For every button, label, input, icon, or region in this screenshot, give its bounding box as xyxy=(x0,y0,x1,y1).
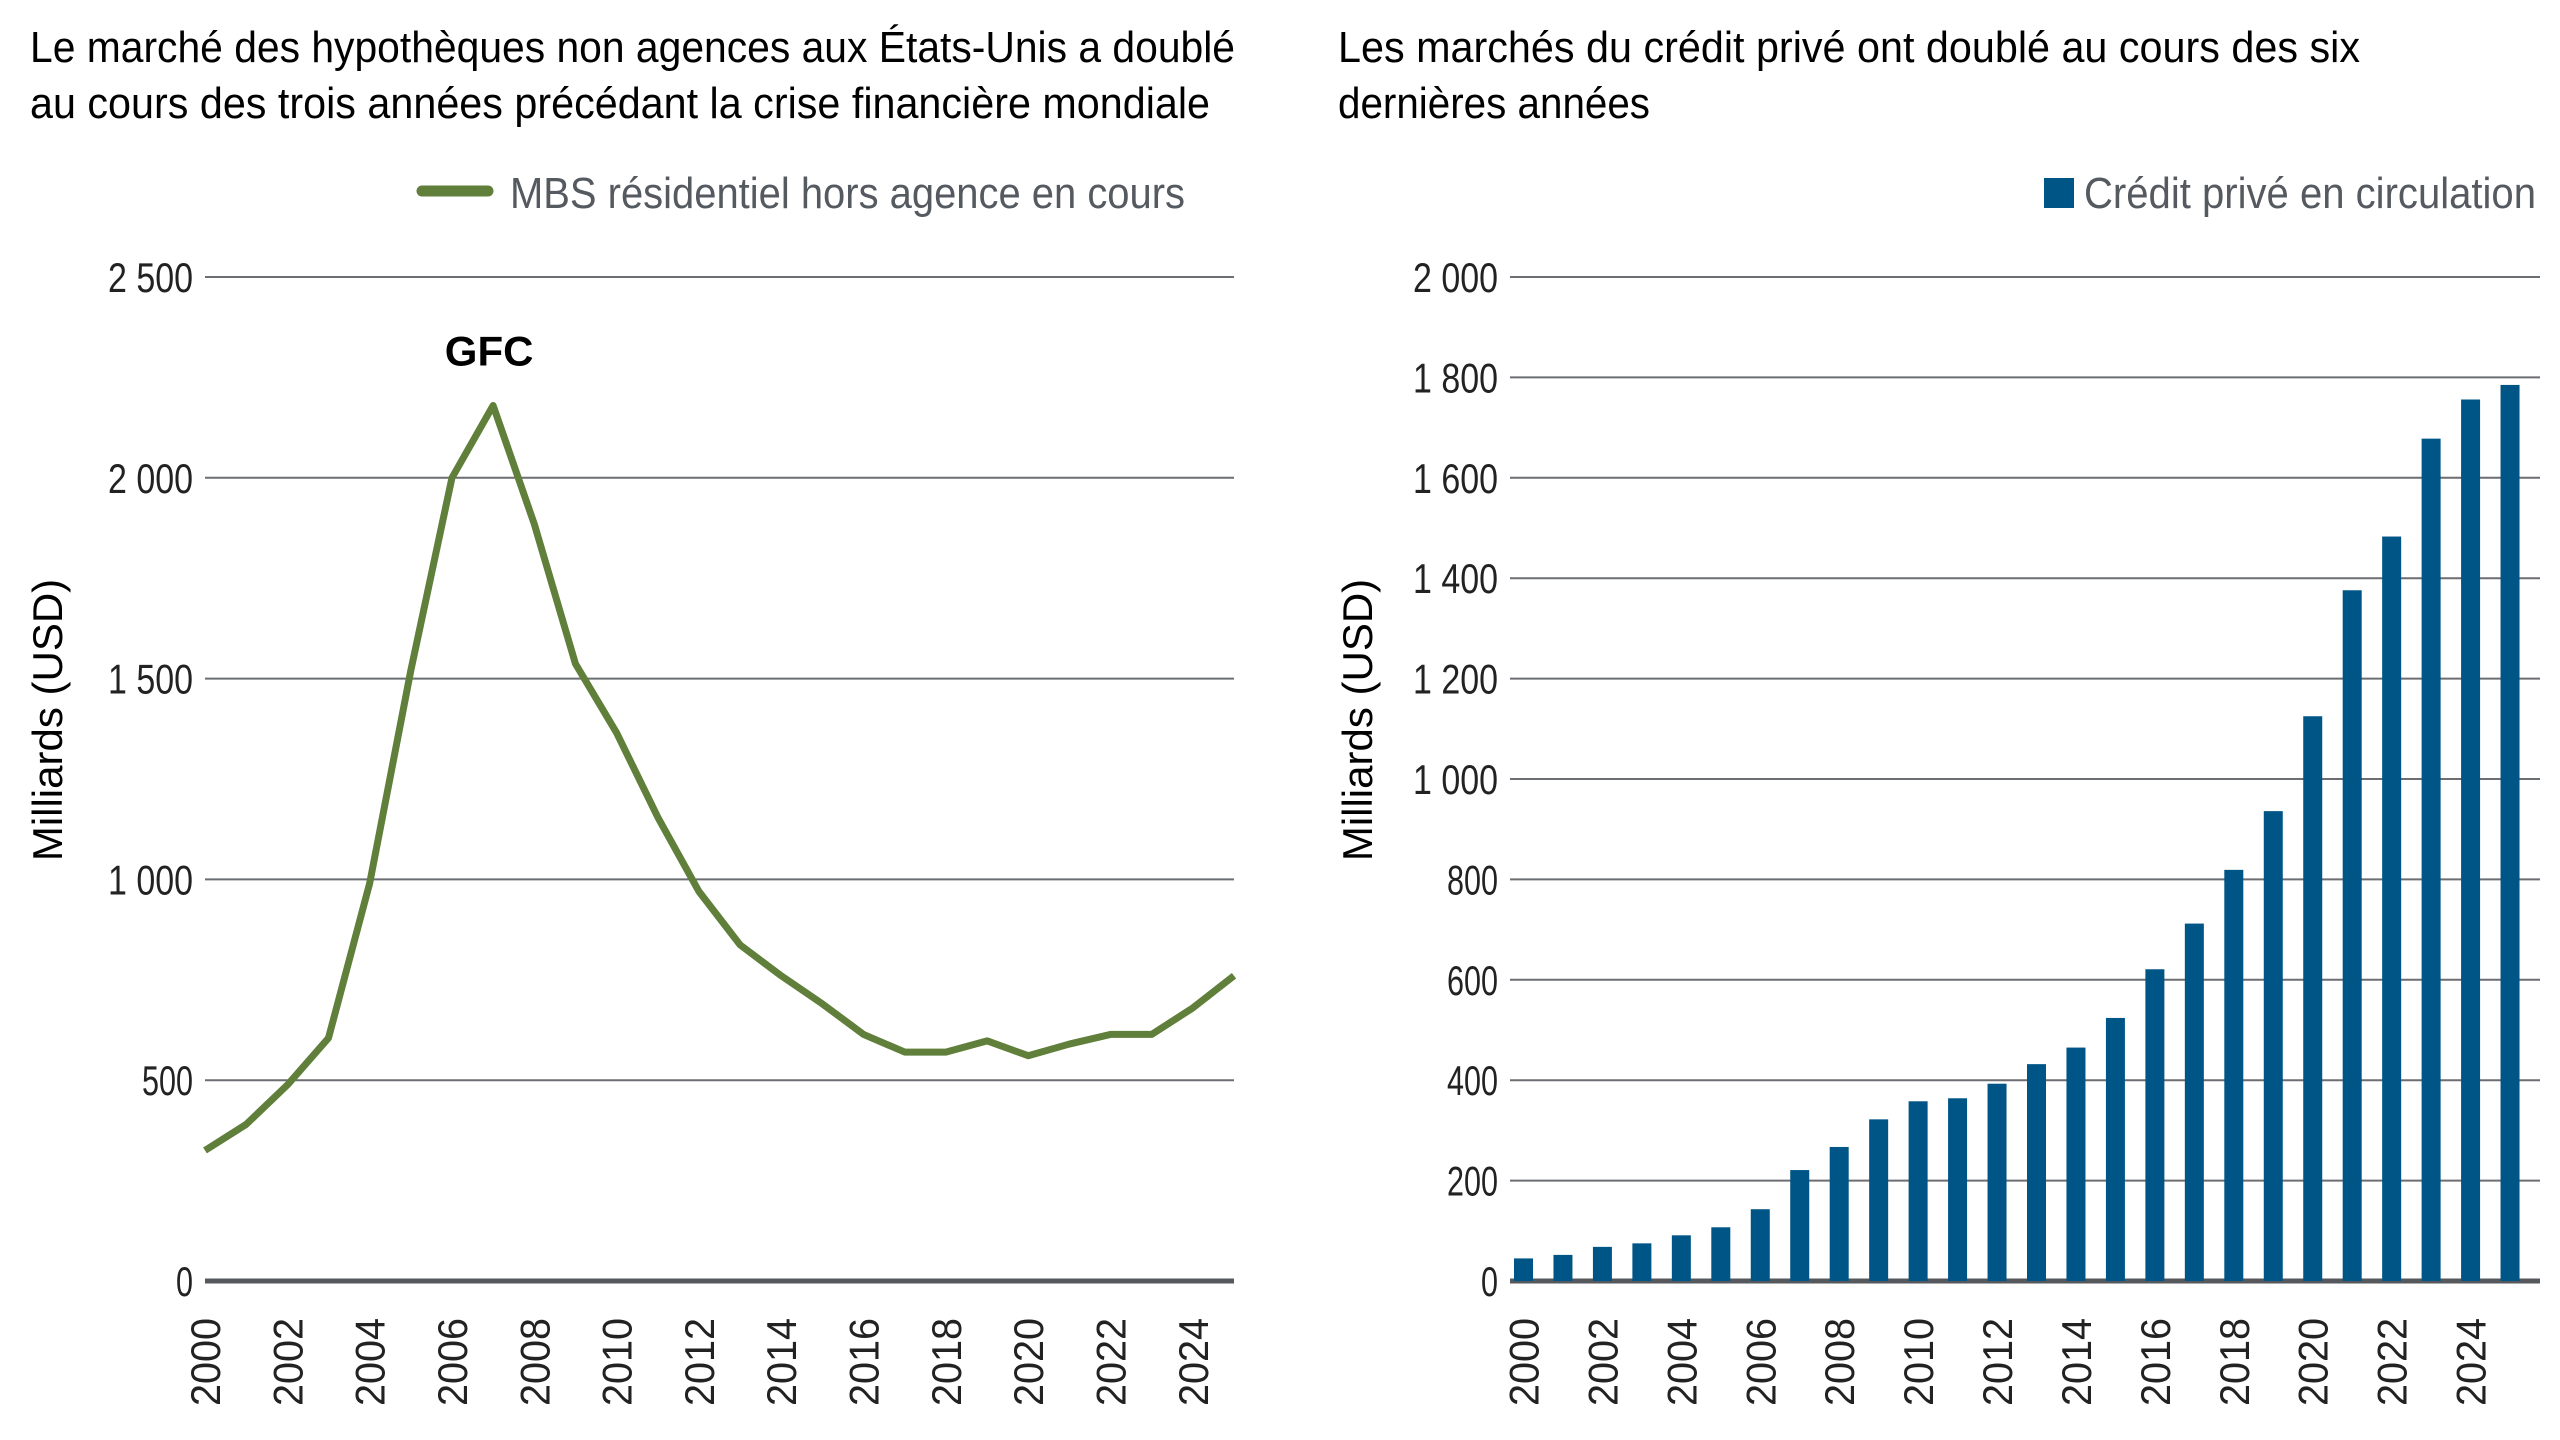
x-tick-label: 2014 xyxy=(758,1318,805,1406)
x-tick-label: 2000 xyxy=(182,1318,229,1406)
bar xyxy=(2382,536,2402,1281)
x-tick-label: 2020 xyxy=(1005,1318,1052,1406)
x-tick-label: 2004 xyxy=(1658,1318,1705,1406)
y-axis-label: Milliards (USD) xyxy=(24,579,71,861)
bar xyxy=(2303,716,2323,1281)
legend-label: Crédit privé en circulation xyxy=(2084,169,2536,218)
x-tick-label: 2010 xyxy=(1895,1318,1942,1406)
private-credit-chart: Les marchés du crédit privé ont doublé a… xyxy=(1334,23,2540,1406)
x-tick-label: 2000 xyxy=(1501,1318,1548,1406)
y-tick-label: 2 500 xyxy=(108,254,193,301)
y-tick-label: 1 000 xyxy=(1413,756,1498,803)
x-tick-label: 2012 xyxy=(1974,1318,2021,1406)
y-tick-label: 600 xyxy=(1447,957,1498,1004)
bar xyxy=(2461,399,2481,1281)
x-tick-label: 2008 xyxy=(1816,1318,1863,1406)
bar xyxy=(1553,1254,1573,1281)
gfc-annotation: GFC xyxy=(445,328,534,375)
bar xyxy=(2145,969,2165,1281)
y-axis-label: Milliards (USD) xyxy=(1334,579,1381,861)
x-tick-label: 2016 xyxy=(841,1318,888,1406)
bar xyxy=(1987,1083,2007,1281)
x-tick-label: 2022 xyxy=(1088,1318,1135,1406)
bar xyxy=(1948,1098,1968,1281)
y-tick-label: 800 xyxy=(1447,856,1498,903)
x-tick-label: 2024 xyxy=(1170,1318,1217,1406)
x-tick-label: 2006 xyxy=(1737,1318,1784,1406)
x-tick-label: 2006 xyxy=(429,1318,476,1406)
bar xyxy=(1829,1146,1849,1281)
bar xyxy=(1750,1209,1770,1281)
x-tick-label: 2014 xyxy=(2053,1318,2100,1406)
bar xyxy=(2421,438,2441,1281)
bar xyxy=(2263,811,2283,1281)
y-tick-label: 0 xyxy=(176,1258,193,1305)
bar xyxy=(2500,384,2520,1281)
y-tick-label: 400 xyxy=(1447,1057,1498,1104)
bar xyxy=(1790,1170,1810,1281)
bar xyxy=(1514,1258,1533,1281)
chart-title-line-1: Les marchés du crédit privé ont doublé a… xyxy=(1338,23,2360,72)
bar xyxy=(1869,1119,1889,1281)
y-tick-label: 1 400 xyxy=(1413,555,1498,602)
bar xyxy=(2184,923,2204,1281)
y-tick-label: 2 000 xyxy=(1413,254,1498,301)
chart-title-line-1: Le marché des hypothèques non agences au… xyxy=(30,23,1235,72)
x-tick-label: 2018 xyxy=(923,1318,970,1406)
y-tick-label: 200 xyxy=(1447,1158,1498,1205)
bar xyxy=(2027,1064,2046,1281)
legend-bar-swatch xyxy=(2044,178,2074,208)
x-tick-label: 2016 xyxy=(2132,1318,2179,1406)
legend-label: MBS résidentiel hors agence en cours xyxy=(510,169,1185,218)
y-tick-label: 1 000 xyxy=(108,856,193,903)
bar xyxy=(2224,869,2244,1281)
y-tick-label: 1 200 xyxy=(1413,656,1498,703)
y-tick-label: 1 800 xyxy=(1413,354,1498,401)
x-tick-label: 2012 xyxy=(676,1318,723,1406)
y-tick-label: 2 000 xyxy=(108,455,193,502)
bar xyxy=(1908,1101,1928,1281)
bar xyxy=(1671,1235,1691,1281)
x-tick-label: 2010 xyxy=(594,1318,641,1406)
x-tick-label: 2008 xyxy=(511,1318,558,1406)
x-tick-label: 2018 xyxy=(2211,1318,2258,1406)
x-tick-label: 2002 xyxy=(264,1318,311,1406)
series-line xyxy=(203,402,1237,1154)
bar xyxy=(1632,1243,1652,1281)
x-tick-label: 2004 xyxy=(347,1318,394,1406)
mbs-chart: Le marché des hypothèques non agences au… xyxy=(24,23,1237,1406)
y-tick-label: 1 500 xyxy=(108,656,193,703)
y-tick-label: 500 xyxy=(142,1057,193,1104)
bar xyxy=(1592,1246,1612,1281)
x-tick-label: 2022 xyxy=(2369,1318,2416,1406)
chart-title-line-2: dernières années xyxy=(1338,79,1650,128)
bar xyxy=(2342,590,2362,1281)
x-tick-label: 2002 xyxy=(1579,1318,1626,1406)
x-tick-label: 2020 xyxy=(2290,1318,2337,1406)
y-tick-label: 1 600 xyxy=(1413,455,1498,502)
x-tick-label: 2024 xyxy=(2448,1318,2495,1406)
bar xyxy=(1711,1227,1731,1281)
y-tick-label: 0 xyxy=(1481,1258,1498,1305)
bar xyxy=(2066,1047,2086,1281)
bar xyxy=(2105,1017,2125,1281)
chart-title-line-2: au cours des trois années précédant la c… xyxy=(30,79,1210,128)
